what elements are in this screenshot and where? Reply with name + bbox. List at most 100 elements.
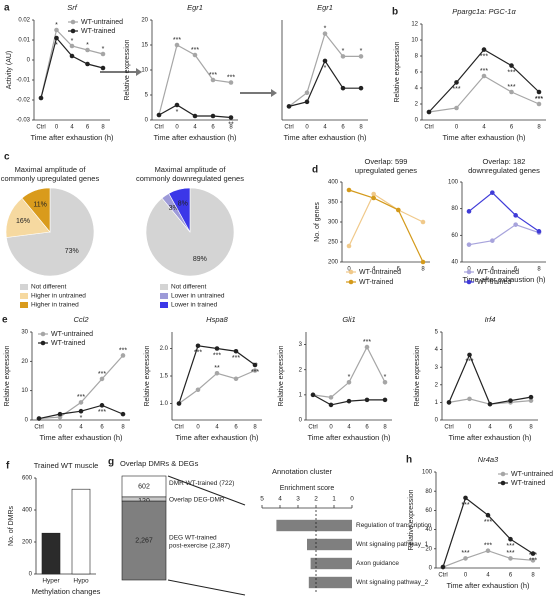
significance: *** [119, 347, 127, 354]
data-point [371, 191, 376, 197]
significance: *** [461, 502, 469, 509]
y-tick-label: -0.03 [16, 118, 30, 124]
y-axis-label: Relative expression [278, 345, 285, 406]
data-point [120, 353, 126, 358]
y-tick-label: 300 [328, 220, 339, 226]
data-point [99, 403, 105, 408]
panel-letter: h [406, 455, 412, 466]
data-point [174, 102, 180, 108]
legend-swatch [160, 284, 168, 290]
x-tick-label: Ctrl [36, 125, 45, 131]
y-tick-label: 40 [451, 260, 458, 266]
legend-label: WT-untrained [477, 269, 519, 276]
significance: *** [194, 350, 202, 357]
arrow-head [136, 68, 142, 76]
segment-name: DEG WT-trained [169, 534, 217, 541]
data-point [454, 105, 459, 111]
y-tick-label: 2 [299, 367, 303, 373]
data-point [85, 47, 90, 53]
pie-slice [168, 187, 191, 233]
x-tick-label: 8 [537, 267, 541, 273]
legend-label: Lower in untrained [171, 293, 225, 300]
category-label: Wnt signaling pathway_2 [356, 579, 429, 586]
x-tick-label: 4 [486, 573, 490, 579]
data-point [426, 109, 432, 115]
data-point [446, 400, 452, 405]
panel-letter: e [2, 315, 8, 326]
x-tick-label: 6 [86, 125, 90, 131]
significance: ** [228, 121, 234, 128]
data-point [54, 35, 59, 41]
significance: *** [484, 543, 492, 550]
connector [167, 475, 246, 596]
significance: *** [98, 409, 106, 416]
data-point [310, 392, 316, 398]
y-tick-label: 0 [27, 58, 31, 64]
legend-label: WT-untrained [359, 269, 401, 276]
legend-marker [466, 269, 472, 275]
series-line [468, 224, 540, 246]
data-point [513, 222, 518, 227]
x-tick-label: 4 [347, 425, 351, 431]
significance: *** [465, 359, 473, 366]
data-point [490, 190, 495, 195]
legend-label: WT-trained [477, 279, 511, 286]
chart-title: Maximal amplitude of [15, 165, 87, 174]
x-axis-label: Methylation changes [32, 587, 101, 596]
y-tick-label: 2 [415, 102, 419, 108]
segment-name: DMR WT-trained (722) [169, 480, 234, 487]
data-point [530, 551, 536, 556]
significance: * [55, 22, 58, 29]
data-point [481, 73, 487, 79]
data-point [536, 229, 542, 234]
significance: *** [452, 86, 460, 93]
x-tick-label: 4 [278, 496, 282, 503]
x-tick-label: Ctrl [284, 125, 293, 131]
legend-label: WT-untrained [51, 331, 93, 338]
chart-title: Srf [67, 3, 78, 12]
data-point [346, 187, 352, 193]
legend-marker [40, 331, 46, 337]
chart-title: Overlap: 182 [483, 157, 526, 166]
data-point [358, 54, 364, 59]
y-tick-label: 80 [451, 206, 458, 212]
chart-title: commonly upregulated genes [1, 174, 100, 183]
significance: *** [173, 37, 181, 44]
x-tick-label: 6 [211, 125, 215, 131]
data-point [485, 548, 491, 554]
y-tick-label: 200 [22, 540, 33, 546]
y-tick-label: 20 [425, 546, 432, 552]
x-tick-label: Ctrl [34, 425, 43, 431]
data-point [463, 495, 468, 501]
y-tick-label: 0 [29, 572, 33, 578]
data-point [396, 207, 401, 213]
significance: * [324, 65, 327, 72]
x-tick-label: 8 [229, 125, 233, 131]
y-tick-label: 5 [435, 330, 439, 336]
series-line [348, 193, 424, 247]
y-tick-label: 10 [21, 388, 28, 394]
data-point [509, 89, 514, 95]
y-tick-label: 12 [411, 22, 418, 28]
significance: *** [209, 72, 217, 79]
x-axis-label: Time after exhaustion (h) [446, 581, 530, 590]
y-tick-label: 15 [141, 43, 148, 49]
y-tick-label: 0 [429, 566, 433, 572]
x-tick-label: 8 [531, 573, 535, 579]
legend-marker [348, 269, 354, 275]
data-point [508, 398, 513, 403]
x-tick-label: Ctrl [438, 573, 447, 579]
x-tick-label: 6 [397, 267, 401, 273]
significance: *** [213, 352, 221, 359]
x-axis-label: Time after exhaustion (h) [175, 433, 259, 442]
x-tick-label: 6 [514, 267, 518, 273]
legend-swatch [20, 293, 28, 299]
chart-title: upregulated genes [355, 166, 417, 175]
y-tick-label: 0 [25, 418, 29, 424]
segment-label: 602 [138, 483, 150, 490]
x-tick-label: 0 [347, 267, 351, 273]
chart-title: Irf4 [485, 315, 496, 324]
data-point [304, 99, 310, 105]
data-point [371, 195, 376, 201]
data-point [346, 379, 352, 385]
